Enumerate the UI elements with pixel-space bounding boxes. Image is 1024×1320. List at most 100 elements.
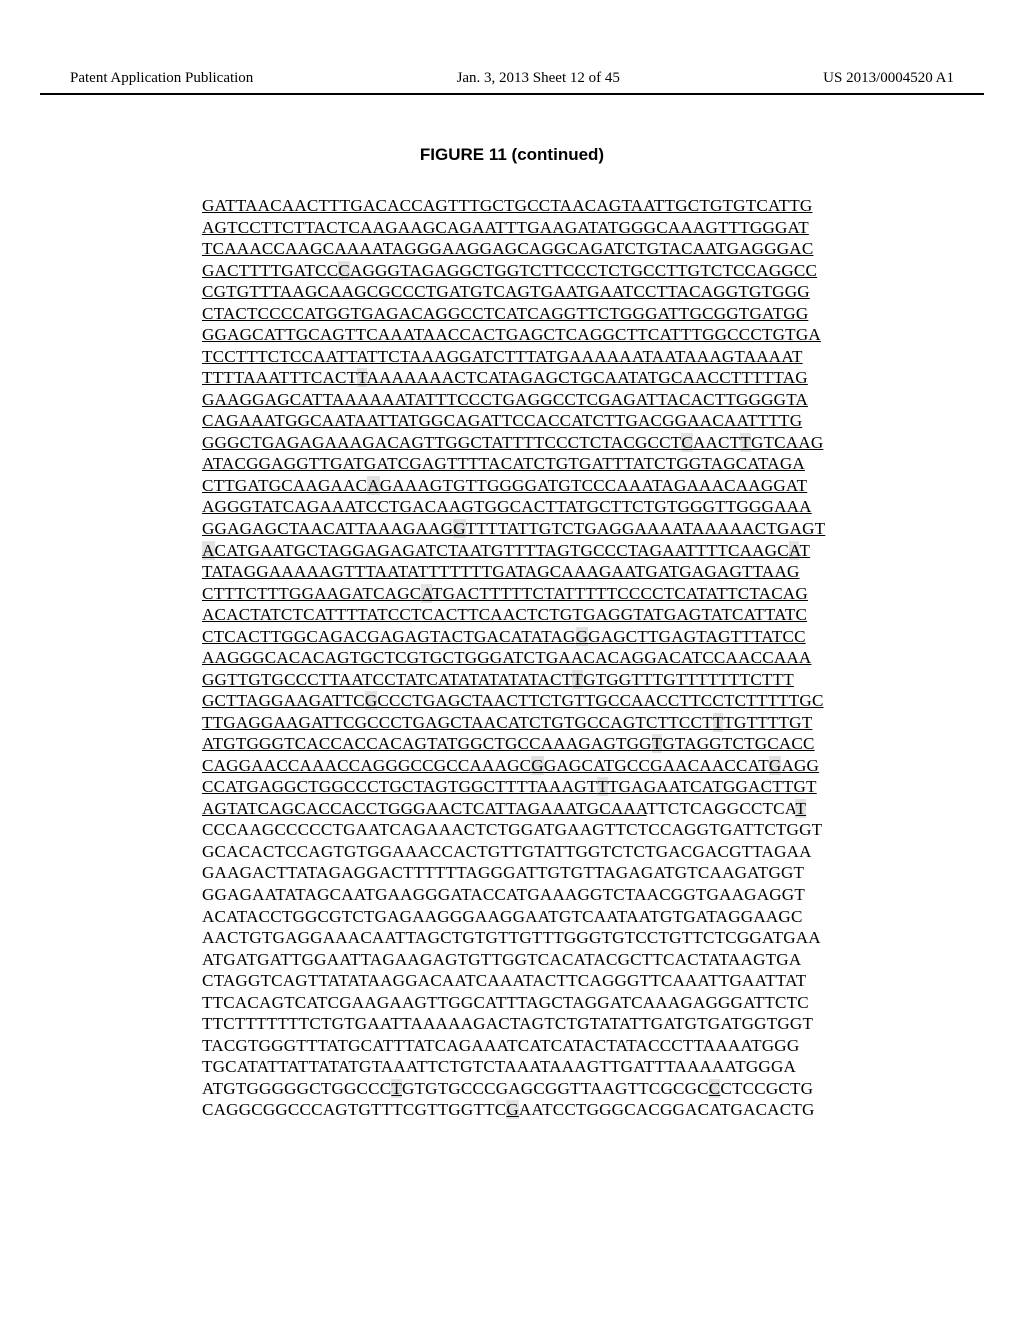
sequence-shaded-base: T — [652, 734, 663, 753]
sequence-underlined-run: CTTGATGCAAGAAC — [202, 476, 367, 495]
sequence-underlined-run: CATGAATGCTAGGAGAGATCTAATGTTTTAGTGCCCTAGA… — [215, 541, 789, 560]
sequence-line: ATGTGGGGGCTGGCCCTGTGTGCCCGAGCGGTTAAGTTCG… — [202, 1078, 822, 1100]
sequence-plain-run: CAGGCGGCCCAGTGTTTCGTTGGTTC — [202, 1100, 506, 1119]
sequence-shaded-base: A — [367, 476, 380, 495]
sequence-line: CAGGCGGCCCAGTGTTTCGTTGGTTCGAATCCTGGGCACG… — [202, 1099, 822, 1121]
sequence-underlined-run: CGTGTTTAAGCAAGCGCCCTGATGTCAGTGAATGAATCCT… — [202, 282, 810, 301]
sequence-line: GGTTGTGCCCTTAATCCTATCATATATATATACTTGTGGT… — [202, 669, 822, 691]
sequence-underlined-run: CTTTCTTTGGAAGATCAGC — [202, 584, 421, 603]
sequence-line: CTTTCTTTGGAAGATCAGCATGACTTTTTCTATTTTTCCC… — [202, 583, 822, 605]
sequence-shaded-base: G — [576, 627, 589, 646]
sequence-plain-run: CTAGGTCAGTTATATAAGGACAATCAAATACTTCAGGGTT… — [202, 971, 806, 990]
sequence-line: AACTGTGAGGAAACAATTAGCTGTGTTGTTTGGGTGTCCT… — [202, 927, 822, 949]
sequence-underlined-run: TATAGGAAAAAGTTTAATATTTTTTTGATAGCAAAGAATG… — [202, 562, 800, 581]
sequence-underlined-run: AGTCCTTCTTACTCAAGAAGCAGAATTTGAAGATATGGGC… — [202, 218, 809, 237]
sequence-underlined-run: GACTTTTGATCC — [202, 261, 338, 280]
sequence-underlined-run: CTCACTTGGCAGACGAGAGTACTGACATATAG — [202, 627, 576, 646]
sequence-line: TACGTGGGTTTATGCATTTATCAGAAATCATCATACTATA… — [202, 1035, 822, 1057]
sequence-plain-run: GAAGACTTATAGAGGACTTTTTTAGGGATTGTGTTAGAGA… — [202, 863, 804, 882]
sequence-line: ACACTATCTCATTTTATCCTCACTTCAACTCTGTGAGGTA… — [202, 604, 822, 626]
sequence-line: TTTTAAATTTCACTTAAAAAAACTCATAGAGCTGCAATAT… — [202, 367, 822, 389]
sequence-plain-run: ATGTGGGGGCTGGCCC — [202, 1079, 391, 1098]
sequence-plain-run: ACATACCTGGCGTCTGAGAAGGGAAGGAATGTCAATAATG… — [202, 907, 803, 926]
sequence-line: TTCTTTTTTTCTGTGAATTAAAAAGACTAGTCTGTATATT… — [202, 1013, 822, 1035]
sequence-underlined-run: CCCTGAGCTAACTTCTGTTGCCAACCTTCCTCTTTTTGC — [377, 691, 823, 710]
sequence-shaded-base: T — [795, 799, 806, 818]
sequence-plain-run: TTCACAGTCATCGAAGAAGTTGGCATTTAGCTAGGATCAA… — [202, 993, 809, 1012]
sequence-underlined-run: GGTTGTGCCCTTAATCCTATCATATATATATACT — [202, 670, 572, 689]
sequence-shaded-base: T — [572, 670, 583, 689]
sequence-line: GAAGACTTATAGAGGACTTTTTTAGGGATTGTGTTAGAGA… — [202, 862, 822, 884]
sequence-line: CTAGGTCAGTTATATAAGGACAATCAAATACTTCAGGGTT… — [202, 970, 822, 992]
sequence-underlined-run: CCATGAGGCTGGCCCTGCTAGTGGCTTTTAAAGT — [202, 777, 597, 796]
sequence-plain-run: ATGATGATTGGAATTAGAAGAGTGTTGGTCACATACGCTT… — [202, 950, 801, 969]
sequence-shaded-base: A — [421, 584, 432, 603]
sequence-shaded-base: T — [597, 777, 608, 796]
sequence-line: TTGAGGAAGATTCGCCCTGAGCTAACATCTGTGCCAGTCT… — [202, 712, 822, 734]
sequence-underlined-run: GTAGGTCTGCACC — [662, 734, 814, 753]
sequence-line: TCCTTTCTCCAATTATTCTAAAGGATCTTTATGAAAAAAT… — [202, 346, 822, 368]
sequence-plain-run: GTGTGCCCGAGCGGTTAAGTTCGCGC — [402, 1079, 709, 1098]
sequence-shaded-base: T — [713, 713, 724, 732]
sequence-line: TGCATATTATTATATGTAAATTCTGTCTAAATAAAGTTGA… — [202, 1056, 822, 1078]
sequence-underlined-run: TTTTATTGTCTGAGGAAAATAAAAACTGAGT — [466, 519, 826, 538]
sequence-shaded-base: G — [506, 1100, 519, 1119]
sequence-underlined-run: TGACTTTTTCTATTTTTCCCCTCATATTCTACAG — [432, 584, 808, 603]
sequence-line: ATACGGAGGTTGATGATCGAGTTTTACATCTGTGATTTAT… — [202, 453, 822, 475]
page-header: Patent Application Publication Jan. 3, 2… — [40, 70, 984, 95]
sequence-shaded-base: G — [531, 756, 544, 775]
sequence-line: CTACTCCCCATGGTGAGACAGGCCTCATCAGGTTCTGGGA… — [202, 303, 822, 325]
header-left: Patent Application Publication — [70, 70, 253, 87]
sequence-line: CTCACTTGGCAGACGAGAGTACTGACATATAGGGAGCTTG… — [202, 626, 822, 648]
figure-title: FIGURE 11 (continued) — [40, 145, 984, 165]
sequence-plain-run: CTCCGCTG — [720, 1079, 813, 1098]
sequence-line: AAGGGCACACAGTGCTCGTGCTGGGATCTGAACACAGGAC… — [202, 647, 822, 669]
sequence-underlined-run: AGTATCAGCACCACCTGGGAACTCATTAGAAATGCAAA — [202, 799, 647, 818]
sequence-line: ATGATGATTGGAATTAGAAGAGTGTTGGTCACATACGCTT… — [202, 949, 822, 971]
sequence-plain-run: GGAGAATATAGCAATGAAGGGATACCATGAAAGGTCTAAC… — [202, 885, 805, 904]
sequence-shaded-base: C — [338, 261, 350, 280]
sequence-plain-run: CCCAAGCCCCCTGAATCAGAAACTCTGGATGAAGTTCTCC… — [202, 820, 822, 839]
header-center: Jan. 3, 2013 Sheet 12 of 45 — [457, 70, 620, 87]
sequence-line: CGTGTTTAAGCAAGCGCCCTGATGTCAGTGAATGAATCCT… — [202, 281, 822, 303]
sequence-underlined-run: GGAGAGCTAACATTAAAGAAG — [202, 519, 453, 538]
sequence-line: AGTCCTTCTTACTCAAGAAGCAGAATTTGAAGATATGGGC… — [202, 217, 822, 239]
sequence-line: GGGCTGAGAGAAAGACAGTTGGCTATTTTCCCTCTACGCC… — [202, 432, 822, 454]
sequence-line: AGTATCAGCACCACCTGGGAACTCATTAGAAATGCAAATT… — [202, 798, 822, 820]
sequence-line: GACTTTTGATCCCAGGGTAGAGGCTGGTCTTCCCTCTGCC… — [202, 260, 822, 282]
sequence-underlined-run: GCTTAGGAAGATTC — [202, 691, 365, 710]
sequence-underlined-run: GAAGGAGCATTAAAAAATATTTCCCTGAGGCCTCGAGATT… — [202, 390, 808, 409]
sequence-line: GGAGAATATAGCAATGAAGGGATACCATGAAAGGTCTAAC… — [202, 884, 822, 906]
sequence-shaded-base: C — [681, 433, 693, 452]
sequence-underlined-run: TTGAGGAAGATTCGCCCTGAGCTAACATCTGTGCCAGTCT… — [202, 713, 713, 732]
sequence-underlined-run: GAGCTTGAGTAGTTTATCC — [588, 627, 806, 646]
sequence-plain-run: AATCCTGGGCACGGACATGACACTG — [519, 1100, 815, 1119]
sequence-line: GGAGAGCTAACATTAAAGAAGGTTTTATTGTCTGAGGAAA… — [202, 518, 822, 540]
sequence-underlined-run: TCAAACCAAGCAAAATAGGGAAGGAGCAGGCAGATCTGTA… — [202, 239, 813, 258]
sequence-shaded-base: G — [769, 756, 782, 775]
sequence-underlined-run: ATACGGAGGTTGATGATCGAGTTTTACATCTGTGATTTAT… — [202, 454, 805, 473]
sequence-plain-run: TTCTCAGGCCTCA — [647, 799, 796, 818]
sequence-underlined-run: TCCTTTCTCCAATTATTCTAAAGGATCTTTATGAAAAAAT… — [202, 347, 803, 366]
sequence-shaded-base: T — [740, 433, 751, 452]
sequence-shaded-base: C — [709, 1079, 721, 1098]
sequence-line: GATTAACAACTTTGACACCAGTTTGCTGCCTAACAGTAAT… — [202, 195, 822, 217]
sequence-plain-run: AACTGTGAGGAAACAATTAGCTGTGTTGTTTGGGTGTCCT… — [202, 928, 821, 947]
sequence-underlined-run: AAGGGCACACAGTGCTCGTGCTGGGATCTGAACACAGGAC… — [202, 648, 811, 667]
sequence-line: ACATGAATGCTAGGAGAGATCTAATGTTTTAGTGCCCTAG… — [202, 540, 822, 562]
sequence-underlined-run: GAAAGTGTTGGGGATGTCCCAAATAGAAACAAGGAT — [380, 476, 807, 495]
sequence-underlined-run: AGG — [781, 756, 819, 775]
sequence-underlined-run: GGGCTGAGAGAAAGACAGTTGGCTATTTTCCCTCTACGCC… — [202, 433, 681, 452]
sequence-plain-run: TGCATATTATTATATGTAAATTCTGTCTAAATAAAGTTGA… — [202, 1057, 796, 1076]
sequence-line: GAAGGAGCATTAAAAAATATTTCCCTGAGGCCTCGAGATT… — [202, 389, 822, 411]
sequence-line: GGAGCATTGCAGTTCAAATAACCACTGAGCTCAGGCTTCA… — [202, 324, 822, 346]
sequence-underlined-run: CAGGAACCAAACCAGGGCCGCCAAAGC — [202, 756, 531, 775]
header-right: US 2013/0004520 A1 — [823, 70, 954, 87]
sequence-shaded-base: G — [365, 691, 378, 710]
sequence-underlined-run: GATTAACAACTTTGACACCAGTTTGCTGCCTAACAGTAAT… — [202, 196, 812, 215]
sequence-underlined-run: AGGGTAGAGGCTGGTCTTCCCTCTGCCTTGTCTCCAGGCC — [350, 261, 817, 280]
sequence-shaded-base: A — [202, 541, 215, 560]
sequence-line: CCATGAGGCTGGCCCTGCTAGTGGCTTTTAAAGTTTGAGA… — [202, 776, 822, 798]
sequence-line: GCACACTCCAGTGTGGAAACCACTGTTGTATTGGTCTCTG… — [202, 841, 822, 863]
sequence-line: AGGGTATCAGAAATCCTGACAAGTGGCACTTATGCTTCTG… — [202, 496, 822, 518]
